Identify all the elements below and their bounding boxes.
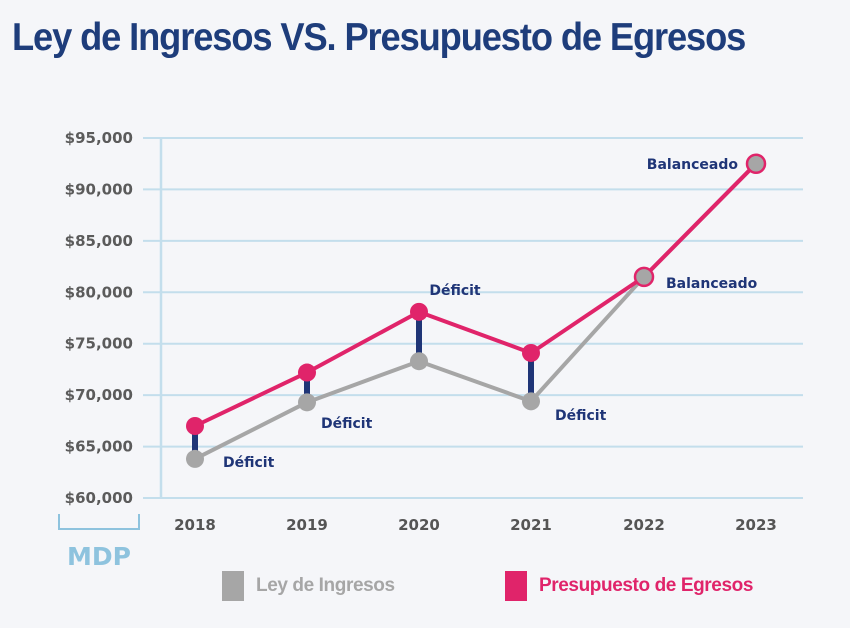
data-point-ley-de-ingresos (410, 352, 428, 371)
annotation-label: Balanceado (647, 157, 739, 173)
data-point-balanced (633, 266, 655, 288)
y-tick-label: $60,000 (65, 489, 133, 507)
data-point-ley-de-ingresos (522, 392, 540, 411)
annotation-label: Déficit (429, 283, 481, 299)
x-tick-label: 2023 (735, 516, 777, 534)
data-point-balanced (745, 153, 767, 174)
data-point-presupuesto-de-egresos (186, 417, 204, 435)
legend-label-ingresos: Ley de Ingresos (256, 575, 395, 596)
gridlines (143, 137, 803, 499)
series-points (186, 153, 767, 468)
series-lines (194, 162, 758, 461)
y-tick-label: $75,000 (65, 335, 133, 353)
data-point-ley-de-ingresos (186, 449, 204, 468)
x-tick-label: 2019 (286, 516, 328, 534)
x-tick-label: 2018 (174, 516, 216, 534)
annotation-label: Balanceado (666, 276, 758, 292)
x-tick-label: 2021 (510, 516, 552, 534)
y-tick-label: $95,000 (65, 129, 133, 147)
legend-swatch-ingresos (222, 571, 244, 601)
chart-title: Ley de Ingresos VS. Presupuesto de Egres… (12, 16, 746, 59)
data-point-presupuesto-de-egresos (298, 363, 316, 382)
x-axis-ticks: 2018 2019 2020 2021 2022 2023 (174, 516, 777, 534)
data-point-presupuesto-de-egresos (410, 302, 428, 321)
legend-label-egresos: Presupuesto de Egresos (539, 575, 753, 596)
x-tick-label: 2022 (623, 516, 665, 534)
unit-bracket: MDP (58, 514, 140, 571)
unit-label: MDP (67, 542, 131, 571)
series-line-ley-de-ingresos (194, 162, 758, 461)
unit-bracket-line (58, 514, 140, 530)
y-tick-label: $85,000 (65, 232, 133, 250)
y-axis-ticks: $60,000 $65,000 $70,000 $75,000 $80,000 $85,0… (65, 129, 133, 507)
series-line-presupuesto-de-egresos (194, 162, 758, 428)
legend-swatch-egresos (505, 571, 527, 601)
y-tick-label: $80,000 (65, 283, 133, 301)
annotation-label: Déficit (555, 408, 607, 424)
legend-item-ley-de-ingresos: Ley de Ingresos (222, 571, 395, 601)
y-tick-label: $65,000 (65, 438, 133, 456)
data-point-ley-de-ingresos (298, 393, 316, 412)
y-tick-label: $70,000 (65, 386, 133, 404)
annotation-label: Déficit (223, 455, 275, 471)
y-tick-label: $90,000 (65, 180, 133, 198)
data-point-presupuesto-de-egresos (522, 343, 540, 362)
annotations: Déficit Déficit Déficit Déficit Balanceado Ba… (223, 157, 758, 471)
annotation-label: Déficit (321, 416, 373, 432)
x-tick-label: 2020 (398, 516, 440, 534)
legend-item-presupuesto-de-egresos: Presupuesto de Egresos (505, 571, 753, 601)
